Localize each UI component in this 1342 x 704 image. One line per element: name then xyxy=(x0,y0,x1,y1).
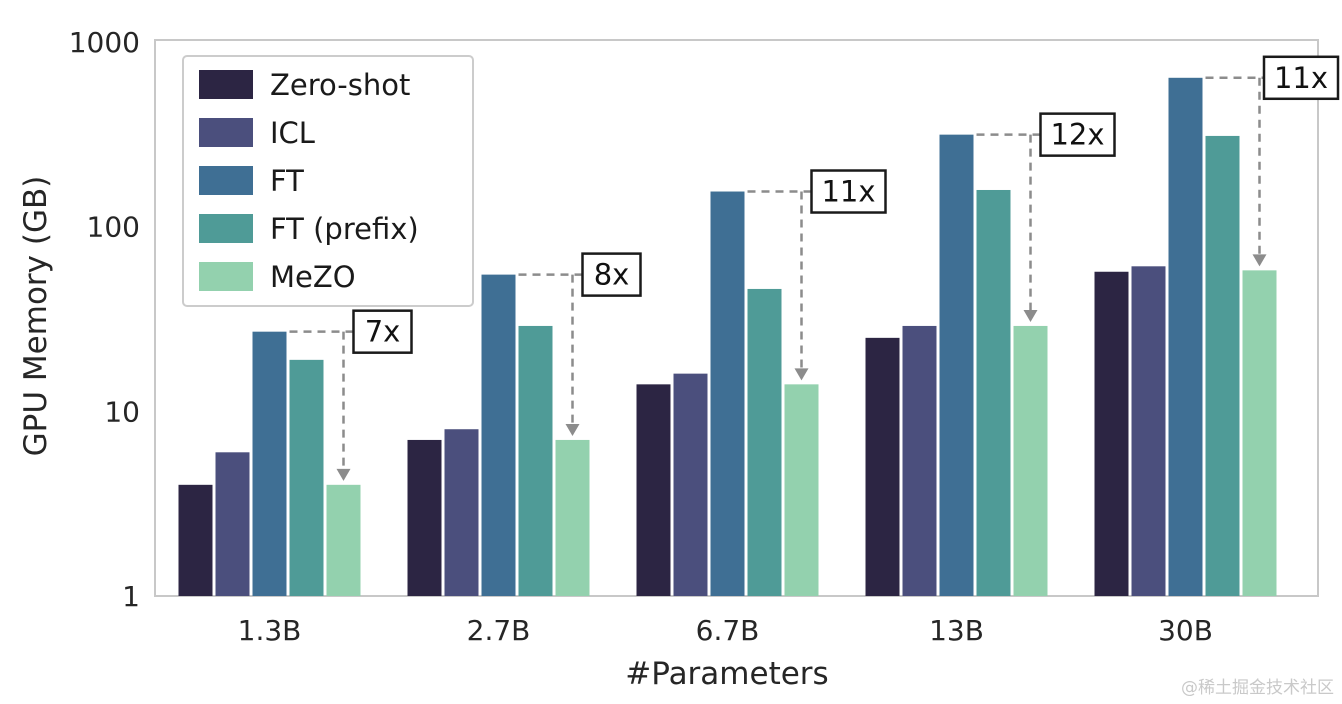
bar-ft-prefix--1.3B xyxy=(289,359,324,596)
bar-icl-13B xyxy=(902,325,937,596)
y-tick-label-100: 100 xyxy=(87,211,140,244)
arrowhead-down-icon-6.7B xyxy=(794,368,809,381)
legend-swatch-icl xyxy=(199,118,253,147)
bar-zero-shot-6.7B xyxy=(636,384,671,596)
bar-ft-prefix--6.7B xyxy=(747,288,782,596)
annotation-box-1.3B xyxy=(352,309,413,354)
bar-zero-shot-30B xyxy=(1094,271,1129,596)
arrowhead-down-icon-30B xyxy=(1252,254,1267,267)
bar-ft-prefix--2.7B xyxy=(518,325,553,596)
watermark: @稀土掘金技术社区 xyxy=(1181,678,1334,698)
arrowhead-down-icon-2.7B xyxy=(565,423,580,436)
legend-label-ft-prefix-: FT (prefix) xyxy=(270,212,419,246)
bar-icl-6.7B xyxy=(673,373,708,596)
annotation-label-13B: 12x xyxy=(1050,118,1104,152)
y-axis-title: GPU Memory (GB) xyxy=(18,175,54,457)
legend-swatch-zero-shot xyxy=(199,70,253,99)
bar-zero-shot-13B xyxy=(865,337,900,596)
annotation-label-2.7B: 8x xyxy=(594,258,630,292)
bar-ft-13B xyxy=(939,134,974,596)
bar-ft-30B xyxy=(1168,77,1203,596)
x-tick-label-2.7B: 2.7B xyxy=(467,614,531,647)
annotation-label-1.3B: 7x xyxy=(365,315,401,349)
legend-label-zero-shot: Zero-shot xyxy=(270,68,410,102)
legend-swatch-ft xyxy=(199,166,253,195)
bar-zero-shot-1.3B xyxy=(178,484,213,596)
y-tick-label-10: 10 xyxy=(104,395,140,428)
legend-swatch-ft-prefix- xyxy=(199,214,253,243)
bar-mezo-2.7B xyxy=(555,439,590,596)
bar-ft-6.7B xyxy=(710,191,745,597)
annotation-box-6.7B xyxy=(810,169,887,214)
bar-ft-2.7B xyxy=(481,274,516,596)
bar-mezo-1.3B xyxy=(326,484,361,596)
bar-mezo-6.7B xyxy=(784,384,819,596)
annotation-box-2.7B xyxy=(581,252,642,297)
bar-icl-2.7B xyxy=(444,429,479,596)
legend-box xyxy=(182,55,474,307)
bar-ft-1.3B xyxy=(252,331,287,596)
y-tick-label-1000: 1000 xyxy=(69,26,140,59)
bar-ft-prefix--30B xyxy=(1205,135,1240,597)
legend-swatch-mezo xyxy=(199,262,253,291)
legend-label-mezo: MeZO xyxy=(270,260,356,294)
bar-ft-prefix--13B xyxy=(976,189,1011,596)
x-tick-label-30B: 30B xyxy=(1158,614,1213,647)
x-tick-label-6.7B: 6.7B xyxy=(696,614,760,647)
x-tick-label-13B: 13B xyxy=(929,614,984,647)
x-axis-title: #Parameters xyxy=(625,656,829,692)
annotation-box-30B xyxy=(1262,55,1340,101)
y-tick-label-1: 1 xyxy=(122,580,140,613)
x-tick-label-1.3B: 1.3B xyxy=(238,614,302,647)
bar-icl-1.3B xyxy=(215,452,250,596)
annotation-box-13B xyxy=(1039,112,1116,157)
legend-label-icl: ICL xyxy=(270,116,315,150)
bar-icl-30B xyxy=(1131,266,1166,596)
bar-mezo-13B xyxy=(1013,325,1048,596)
arrowhead-down-icon-1.3B xyxy=(336,468,351,481)
annotation-label-30B: 11x xyxy=(1274,61,1328,95)
bar-mezo-30B xyxy=(1242,270,1277,596)
annotation-label-6.7B: 11x xyxy=(821,175,875,209)
bar-zero-shot-2.7B xyxy=(407,439,442,596)
arrowhead-down-icon-13B xyxy=(1023,309,1038,322)
legend-label-ft: FT xyxy=(270,164,304,198)
